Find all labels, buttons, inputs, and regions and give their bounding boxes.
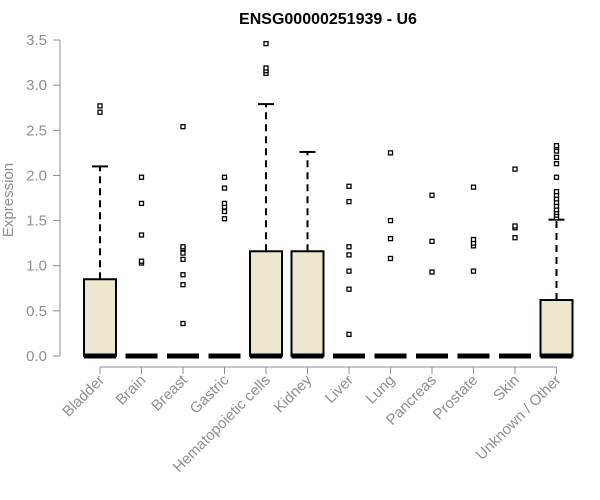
outlier-point [346,286,352,292]
outlier-point [180,320,186,327]
outlier-point [512,223,518,229]
box-group [249,40,283,359]
outlier-point [97,109,103,115]
box [539,299,574,357]
outlier-point [221,208,228,215]
box [83,278,117,357]
outlier-point [138,258,145,264]
outlier-point [180,272,186,278]
outlier-point [180,244,186,250]
x-tick-label: Prostate [430,372,482,424]
plot-area [83,40,574,359]
outlier-point [553,189,560,195]
outlier-point [97,103,103,109]
y-tick-label: 0.5 [26,303,47,320]
chart-title: ENSG00000251939 - U6 [239,11,417,28]
outlier-point [180,256,186,263]
outlier-point [221,185,228,191]
y-axis: 0.0 0.5 1.0 1.5 2.0 2.5 3.0 3.5 [26,32,61,365]
outlier-point [180,250,186,256]
outlier-point [138,174,145,180]
y-tick-label: 0.0 [26,348,47,365]
x-tick-label: Kidney [271,371,316,416]
outlier-point [180,124,186,130]
box-group [167,124,199,359]
outlier-point [470,268,477,274]
x-tick-label: Bladder [59,372,108,421]
x-tick-label: Lung [363,372,399,408]
outlier-point [138,200,145,207]
box-group [499,166,531,359]
box-group [457,184,490,359]
x-tick-label: Liver [322,372,357,407]
outlier-point [429,238,435,244]
y-tick-label: 2.5 [26,122,47,139]
box [249,250,283,357]
box-group [374,150,407,359]
x-tick-label: Breast [148,371,191,414]
outlier-point [346,183,352,189]
box-group [539,142,574,359]
y-tick-label: 3.5 [26,32,47,49]
y-tick-label: 2.0 [26,167,47,184]
box-group [290,150,325,359]
x-tick-label: Brain [113,372,150,409]
outlier-point [429,269,435,275]
outlier-point [346,331,352,337]
outlier-point [553,142,560,149]
outlier-point [221,216,228,222]
outlier-point [470,184,477,190]
y-tick-label: 1.5 [26,213,47,230]
outlier-point [346,252,352,258]
box-group [333,183,365,359]
y-tick-label: 1.0 [26,258,47,275]
outlier-point [221,174,228,180]
outlier-point [553,161,560,167]
outlier-point [263,40,269,47]
y-tick-label: 3.0 [26,77,47,94]
x-tick-label: Skin [490,372,523,405]
outlier-point [346,268,352,274]
outlier-point [263,65,269,71]
outlier-point [429,192,435,198]
outlier-point [512,235,518,241]
outlier-point [387,150,394,156]
box-group [416,192,448,359]
outlier-point [512,166,518,172]
outlier-point [470,236,477,243]
outlier-point [387,217,394,224]
outlier-point [553,174,560,180]
box [290,250,325,357]
box-group [83,103,117,359]
outlier-point [387,235,394,242]
outlier-point [387,255,394,262]
outlier-point [346,244,352,250]
outlier-point [138,232,145,238]
outlier-point [221,200,228,207]
outlier-point [180,282,186,288]
box-group [208,174,241,359]
outlier-point [553,154,560,161]
box-group [125,174,158,359]
y-axis-label: Expression [0,163,17,237]
outlier-point [346,198,352,205]
